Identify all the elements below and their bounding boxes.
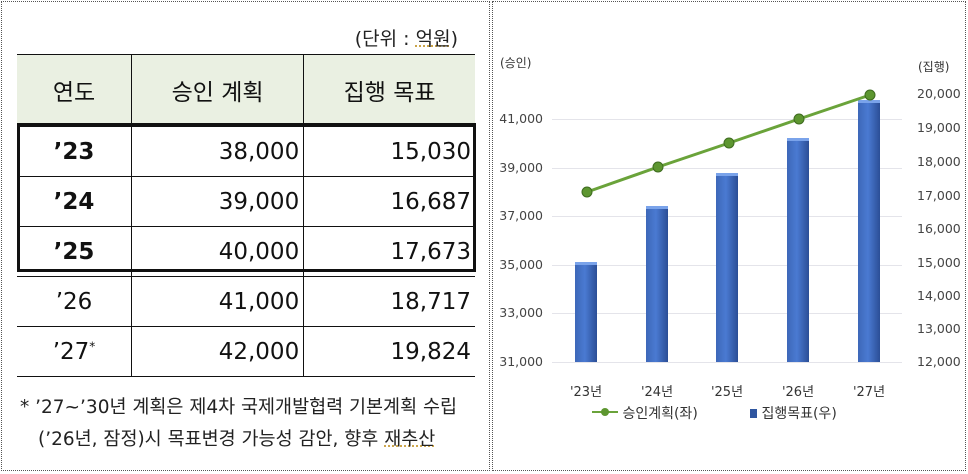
left-tick: 31,000 — [499, 354, 543, 369]
left-tick: 39,000 — [499, 160, 543, 175]
left-tick: 35,000 — [499, 257, 543, 272]
table-panel — [1, 1, 490, 471]
right-tick: 16,000 — [917, 221, 961, 236]
footnote-underlined: 재추산 — [384, 429, 436, 450]
year-cell: ’25 — [17, 226, 132, 277]
right-tick: 13,000 — [917, 321, 961, 336]
bar-swatch-icon — [750, 409, 757, 418]
unit-close: ) — [450, 28, 458, 50]
approval-cell: 42,000 — [130, 326, 304, 377]
right-tick: 15,000 — [917, 255, 961, 270]
unit-label: (단위 : 억원) — [355, 24, 458, 51]
legend-label: 집행목표(우) — [761, 406, 837, 422]
table-row: ’23 38,000 15,030 — [17, 125, 475, 177]
right-tick: 18,000 — [917, 154, 961, 169]
x-label: '24년 — [640, 385, 674, 400]
left-tick: 41,000 — [499, 111, 543, 126]
legend-label: 승인계획(좌) — [622, 406, 698, 422]
gridline — [552, 168, 902, 169]
x-label: '27년 — [852, 385, 886, 400]
unit-word: 억원 — [415, 28, 451, 50]
budget-table: 연도 승인 계획 집행 목표 ’23 38,000 15,030 ’24 39,… — [17, 54, 475, 377]
execution-cell: 17,673 — [303, 226, 475, 277]
legend-execution: 집행목표(우) — [750, 403, 837, 423]
execution-cell: 18,717 — [303, 276, 475, 327]
footnote-line-2: (’26년, 잠정)시 목표변경 가능성 감안, 향후 재추산 — [20, 424, 457, 456]
execution-cell: 16,687 — [303, 176, 475, 227]
header-execution: 집행 목표 — [303, 54, 475, 127]
right-tick: 17,000 — [917, 188, 961, 203]
left-axis-title: (승인) — [500, 56, 532, 70]
approval-cell: 39,000 — [130, 176, 304, 227]
x-label: '23년 — [569, 385, 603, 400]
table-row: ’24 39,000 16,687 — [17, 176, 475, 227]
header-year: 연도 — [17, 54, 132, 127]
footnote-mark: * — [89, 338, 96, 353]
right-tick: 19,000 — [917, 120, 961, 135]
bar-2027 — [858, 100, 880, 362]
execution-cell: 19,824 — [303, 326, 475, 377]
chart-panel — [492, 1, 966, 471]
bar-2025 — [716, 173, 738, 362]
execution-cell: 15,030 — [303, 125, 475, 177]
left-tick: 33,000 — [499, 305, 543, 320]
right-axis-title: (집행) — [918, 60, 950, 74]
legend-approval: 승인계획(좌) — [592, 403, 698, 423]
footnote-line-1: * ’27~’30년 계획은 제4차 국제개발협력 기본계획 수립 — [20, 397, 458, 418]
bar-2024 — [646, 206, 668, 362]
x-label: '25년 — [710, 385, 744, 400]
footnote-text: (’26년, 잠정)시 목표변경 가능성 감안, 향후 — [38, 429, 385, 450]
right-tick: 20,000 — [917, 86, 961, 101]
approval-cell: 40,000 — [130, 226, 304, 277]
gridline — [552, 362, 902, 363]
year-cell: ’26 — [17, 276, 132, 327]
bar-2023 — [575, 262, 597, 362]
year-cell: ’23 — [17, 125, 132, 177]
x-label: '26년 — [781, 385, 815, 400]
year-cell: ’24 — [17, 176, 132, 227]
table-row: ’26 41,000 18,717 — [17, 276, 475, 327]
table-header-row: 연도 승인 계획 집행 목표 — [17, 54, 475, 127]
footnote: * ’27~’30년 계획은 제4차 국제개발협력 기본계획 수립 (’26년,… — [20, 392, 457, 456]
table-row: ’25 40,000 17,673 — [17, 226, 475, 277]
bar-2026 — [787, 138, 809, 362]
right-tick: 14,000 — [917, 288, 961, 303]
unit-prefix: (단위 : — [354, 28, 416, 50]
left-tick: 37,000 — [499, 208, 543, 223]
year-cell: ’27* — [17, 326, 132, 377]
approval-cell: 38,000 — [130, 125, 304, 177]
year-text: ’27 — [52, 338, 90, 365]
gridline — [552, 119, 902, 120]
right-tick: 12,000 — [917, 354, 961, 369]
header-approval: 승인 계획 — [130, 54, 304, 127]
approval-cell: 41,000 — [130, 276, 304, 327]
table-row: ’27* 42,000 19,824 — [17, 326, 475, 377]
line-marker-icon — [592, 408, 618, 416]
